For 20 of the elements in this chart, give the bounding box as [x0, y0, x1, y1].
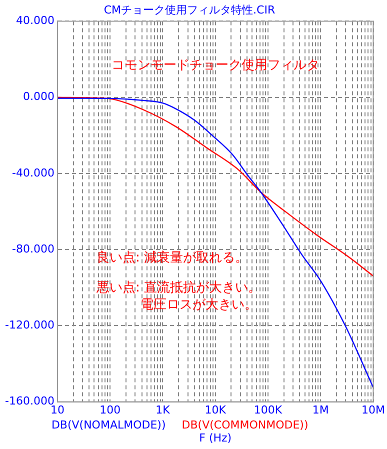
- x-tick-label: 1K: [156, 403, 171, 416]
- annotation: 悪い点: 直流抵抗が大きい。: [95, 279, 261, 296]
- y-tick-label: -120.000: [4, 318, 54, 332]
- y-tick-label: 0.000: [22, 90, 54, 104]
- y-tick-label: -40.000: [12, 166, 54, 180]
- x-tick-label: 1M: [312, 403, 329, 416]
- annotation: 良い点: 減衰量が取れる。: [96, 249, 248, 266]
- text: DB(V(NOMALMODE)): [51, 418, 166, 432]
- x-axis-title: F (Hz): [199, 431, 232, 444]
- text: DB(V(COMMONMODE)): [182, 418, 308, 432]
- x-tick-label: 10K: [204, 403, 227, 416]
- y-tick-label: 40.000: [16, 14, 54, 28]
- x-tick-label: 100: [100, 403, 121, 416]
- annotation: コモンモードチョーク使用フィルタ: [111, 58, 320, 74]
- annotation: 電圧ロスが大きい。: [140, 297, 258, 312]
- chart-title: CMチョーク使用フィルタ特性.CIR: [104, 3, 276, 16]
- x-tick-label: 10: [50, 403, 64, 416]
- y-tick-label: -80.000: [12, 242, 54, 256]
- x-tick-label: 100K: [254, 403, 283, 416]
- x-tick-label: 10M: [362, 403, 386, 416]
